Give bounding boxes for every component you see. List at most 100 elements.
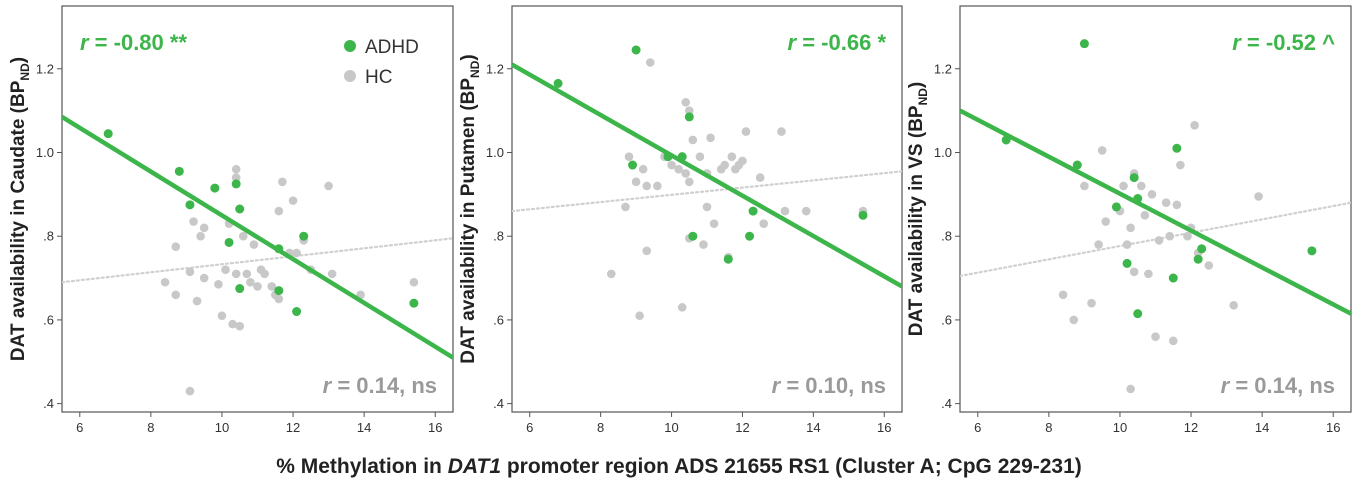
adhd-data-point	[185, 200, 195, 210]
y-axis-label-close: )	[906, 82, 927, 88]
hc-data-point	[727, 152, 737, 161]
hc-data-point	[1154, 236, 1164, 245]
hc-data-point	[1097, 146, 1107, 155]
hc-data-point	[1176, 160, 1185, 170]
hc-fit-line	[62, 237, 453, 284]
adhd-data-point	[688, 231, 698, 241]
hc-data-point	[327, 269, 337, 279]
hc-data-point	[235, 321, 245, 331]
hc-data-point	[171, 290, 181, 300]
hc-data-point	[214, 280, 223, 289]
y-axis-label-subscript: ND	[916, 88, 930, 106]
hc-data-point	[621, 202, 630, 212]
legend-adhd-marker	[344, 40, 356, 52]
hc-data-point	[253, 282, 262, 291]
adhd-data-point	[1307, 246, 1317, 256]
x-tick-label: 10	[215, 420, 229, 435]
x-tick-label: 10	[1113, 420, 1127, 435]
r-symbol: r	[323, 373, 333, 398]
y-axis-label: DAT availability in Putamen (BPND)	[458, 54, 482, 363]
hc-data-point	[217, 311, 227, 321]
hc-data-point	[1229, 300, 1238, 310]
y-tick-label: 1.2	[934, 61, 952, 76]
x-axis-label-gene: DAT1	[448, 455, 501, 478]
hc-data-point	[1147, 190, 1157, 199]
y-tick-label: .6	[493, 312, 504, 327]
hc-data-point	[677, 303, 687, 312]
x-tick-label: 16	[428, 420, 442, 435]
hc-data-point	[267, 282, 277, 291]
adhd-data-point	[235, 204, 245, 214]
plot-area	[512, 45, 902, 321]
hc-data-point	[681, 169, 691, 178]
x-tick-label: 12	[735, 420, 749, 435]
y-axis-label: DAT availability in Caudate (BPND)	[8, 57, 32, 361]
hc-data-point	[1161, 198, 1171, 208]
hc-data-point	[1080, 181, 1089, 191]
hc-data-point	[1094, 240, 1103, 249]
hc-data-point	[199, 273, 209, 283]
hc-data-point	[189, 217, 198, 226]
r-symbol: r	[772, 373, 782, 398]
adhd-data-point	[748, 206, 758, 216]
y-tick-label: .6	[43, 312, 54, 327]
hc-data-point	[246, 277, 255, 287]
hc-data-point	[221, 265, 230, 274]
hc-data-point	[702, 202, 712, 212]
hc-data-point	[242, 269, 252, 279]
hc-data-point	[1204, 261, 1214, 270]
adhd-correlation-label: r = -0.66 *	[788, 30, 887, 55]
hc-data-point	[192, 296, 202, 306]
x-tick-label: 6	[526, 420, 533, 435]
adhd-data-point	[292, 307, 302, 317]
y-axis-label-main: DAT availability in VS (BP	[906, 105, 927, 336]
x-axis-label: % Methylation in DAT1 promoter region AD…	[276, 455, 1082, 478]
r-value: = 0.14, ns	[1229, 373, 1335, 398]
y-tick-label: 1.0	[934, 145, 952, 160]
r-value: = 0.10, ns	[780, 373, 886, 398]
hc-data-point	[667, 160, 676, 170]
hc-data-point	[278, 177, 287, 187]
adhd-data-point	[1172, 143, 1182, 153]
hc-data-point	[738, 156, 747, 166]
adhd-data-point	[1133, 309, 1143, 319]
hc-data-point	[1126, 384, 1135, 394]
x-tick-label: 14	[806, 420, 820, 435]
adhd-data-point	[1193, 254, 1203, 264]
hc-data-point	[1168, 336, 1178, 346]
adhd-data-point	[745, 231, 755, 241]
hc-data-point	[741, 127, 751, 136]
adhd-data-point	[1079, 39, 1089, 49]
y-tick-label: .8	[43, 229, 54, 244]
adhd-data-point	[174, 166, 184, 176]
hc-correlation-label: r = 0.10, ns	[772, 373, 886, 398]
legend: ADHD HC	[344, 37, 419, 88]
chart-panel-2: .4 .6 .8 1.0 1.2 6 8 10 12 14 16 DAT availability i…	[458, 5, 903, 435]
r-value: = -0.52 ^	[1241, 30, 1335, 55]
y-axis-label: DAT availability in VS (BPND)	[906, 82, 930, 337]
hc-data-point	[292, 248, 301, 258]
hc-data-point	[1165, 231, 1175, 241]
hc-data-point	[409, 277, 419, 287]
adhd-data-point	[1111, 202, 1121, 212]
hc-data-point	[1101, 217, 1111, 226]
adhd-data-point	[274, 244, 284, 254]
chart-panel-3: .4 .6 .8 1.0 1.2 6 8 10 12 14 16 DAT availability i…	[906, 5, 1352, 435]
hc-data-point	[196, 231, 205, 241]
y-axis-label-subscript: ND	[18, 63, 32, 81]
adhd-data-point	[858, 210, 868, 220]
hc-data-point	[274, 294, 284, 304]
hc-data-point	[606, 269, 616, 279]
x-tick-label: 10	[664, 420, 678, 435]
y-tick-label: 1.0	[486, 145, 504, 160]
x-tick-label: 12	[1184, 420, 1198, 435]
hc-data-point	[1183, 231, 1192, 241]
hc-data-point	[274, 206, 284, 216]
hc-data-point	[759, 219, 769, 228]
hc-data-point	[1058, 290, 1068, 300]
r-symbol: r	[1221, 373, 1231, 398]
adhd-data-point	[231, 179, 241, 189]
r-symbol: r	[788, 30, 798, 55]
x-tick-label: 8	[1045, 420, 1052, 435]
hc-data-point	[684, 177, 694, 187]
